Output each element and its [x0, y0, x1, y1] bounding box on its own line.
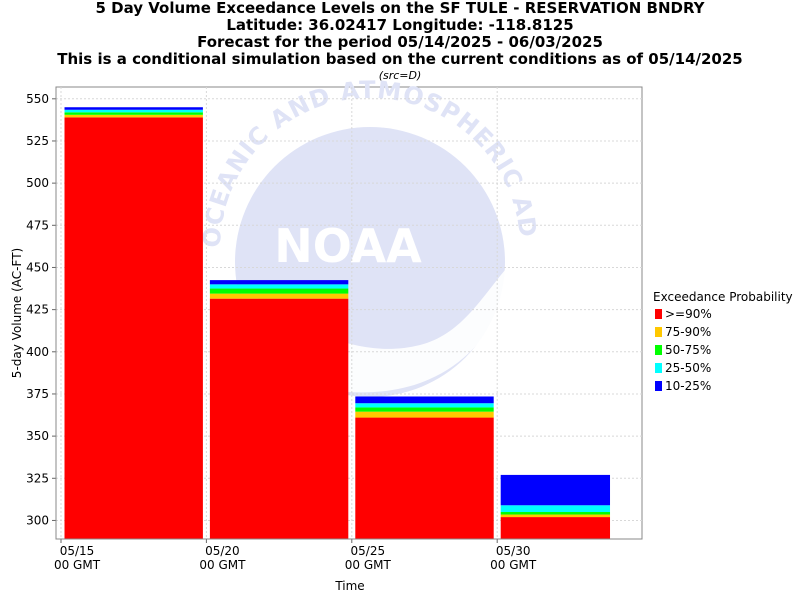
bar-segment-75-90 — [500, 514, 611, 518]
y-tick-label: 425 — [26, 303, 49, 317]
bar-segment-75-90 — [355, 411, 494, 418]
y-tick-label: 450 — [26, 260, 49, 274]
bar-segment-25-50 — [500, 505, 611, 513]
bar-segment-25-50 — [209, 284, 349, 289]
chart-location: Latitude: 36.02417 Longitude: -118.8125 — [226, 16, 574, 34]
bar-segment-25-50 — [64, 109, 203, 113]
x-tick-sublabel: 00 GMT — [490, 558, 537, 572]
legend-item-label: >=90% — [665, 307, 712, 321]
x-tick-sublabel: 00 GMT — [54, 558, 101, 572]
bar-segment-50-75 — [500, 512, 611, 515]
y-tick-label: 550 — [26, 92, 49, 106]
bar-segment-90 — [209, 298, 349, 539]
x-tick-label: 05/30 — [496, 544, 531, 558]
bar-segment-50-75 — [209, 288, 349, 294]
bar-segment-50-75 — [355, 407, 494, 412]
bar-segment-75-90 — [209, 293, 349, 299]
bar-segment-10-25 — [64, 107, 203, 110]
y-tick-label: 400 — [26, 345, 49, 359]
bar-segment-90 — [500, 517, 611, 539]
y-axis-label: 5-day Volume (AC-FT) — [10, 248, 24, 378]
legend-item-label: 25-50% — [665, 361, 711, 375]
y-tick-label: 475 — [26, 218, 49, 232]
bar-segment-90 — [64, 117, 203, 539]
bar-segment-10-25 — [355, 396, 494, 404]
legend-swatch — [655, 309, 662, 319]
x-tick-label: 05/15 — [60, 544, 95, 558]
legend-title: Exceedance Probability — [653, 290, 793, 304]
chart-title-block: 5 Day Volume Exceedance Levels on the SF… — [0, 0, 800, 83]
legend-swatch — [655, 327, 662, 337]
noaa-logo-text: NOAA — [274, 219, 422, 273]
y-axis: 300 325 350 375 400 425 450 475 500 525 550 — [26, 87, 57, 539]
x-axis-label: Time — [334, 579, 364, 593]
x-tick-label: 05/25 — [351, 544, 386, 558]
bar-series — [64, 107, 611, 539]
legend-swatch — [655, 363, 662, 373]
legend-item-label: 10-25% — [665, 379, 711, 393]
bar-segment-75-90 — [64, 114, 203, 118]
legend-swatch — [655, 381, 662, 391]
chart-source-note: (src=D) — [378, 69, 422, 82]
y-tick-label: 325 — [26, 471, 49, 485]
chart-title: 5 Day Volume Exceedance Levels on the SF… — [95, 0, 705, 17]
chart-forecast-period: Forecast for the period 05/14/2025 - 06/… — [197, 33, 603, 51]
x-tick-sublabel: 00 GMT — [199, 558, 246, 572]
y-tick-label: 500 — [26, 176, 49, 190]
bar-segment-10-25 — [209, 280, 349, 285]
bar-segment-25-50 — [355, 403, 494, 408]
legend-item-label: 75-90% — [665, 325, 711, 339]
legend: Exceedance Probability >=90% 75-90% 50-75%… — [653, 290, 793, 393]
chart-condition-note: This is a conditional simulation based o… — [57, 50, 743, 68]
y-tick-label: 525 — [26, 134, 49, 148]
y-tick-label: 375 — [26, 387, 49, 401]
x-tick-label: 05/20 — [205, 544, 240, 558]
bar-segment-10-25 — [500, 474, 611, 506]
legend-item-label: 50-75% — [665, 343, 711, 357]
bar-segment-50-75 — [64, 112, 203, 115]
x-tick-sublabel: 00 GMT — [345, 558, 392, 572]
y-tick-label: 300 — [26, 513, 49, 527]
bar-segment-90 — [355, 417, 494, 539]
legend-swatch — [655, 345, 662, 355]
y-tick-label: 350 — [26, 429, 49, 443]
